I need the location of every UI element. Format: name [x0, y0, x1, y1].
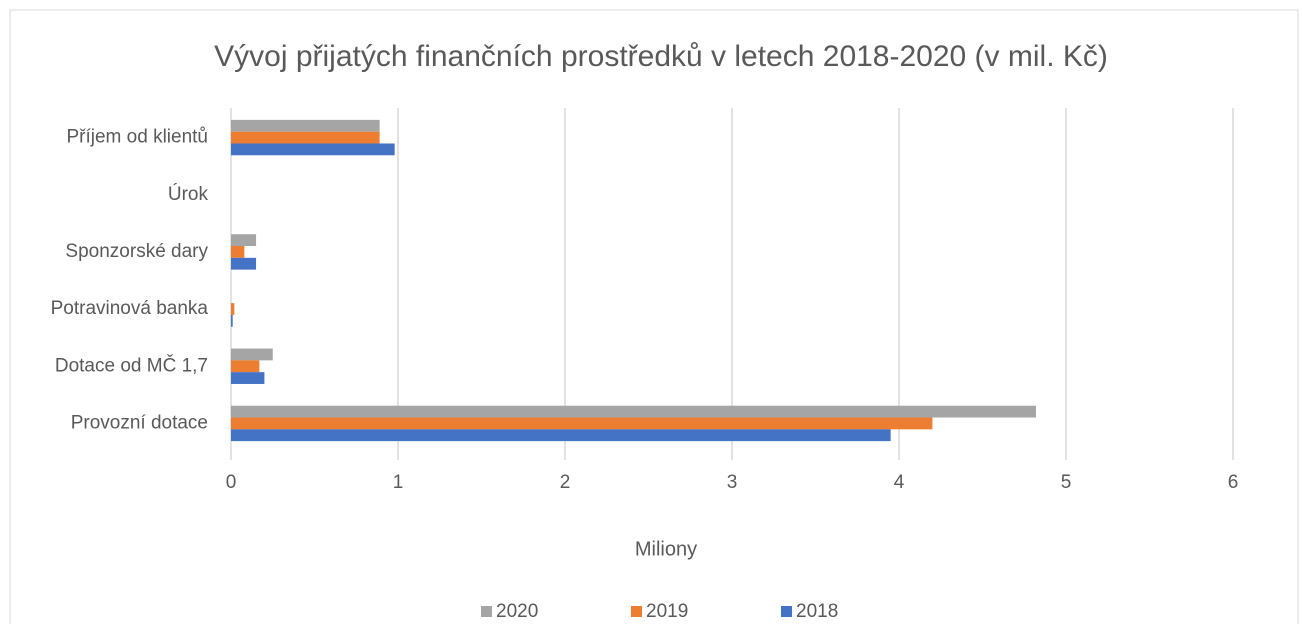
x-axis-title: Miliony [635, 538, 697, 560]
bar [231, 246, 245, 258]
x-tick-label: 0 [226, 472, 237, 493]
bar [231, 429, 891, 442]
y-tick-label: Příjem od klientů [66, 127, 208, 148]
bar [231, 131, 380, 144]
bar [231, 360, 260, 373]
y-tick-label: Sponzorské dary [65, 241, 208, 262]
legend-label: 2020 [496, 601, 538, 622]
legend-swatch [481, 606, 492, 617]
x-tick-label: 6 [1228, 472, 1239, 493]
chart-title: Vývoj přijatých finančních prostředků v … [214, 40, 1108, 73]
legend-swatch [781, 606, 792, 617]
y-tick-label: Úrok [168, 183, 209, 205]
bar [231, 405, 1036, 418]
legend-label: 2019 [646, 601, 688, 622]
y-tick-label: Dotace od MČ 1,7 [55, 354, 208, 376]
legend-swatch [631, 606, 642, 617]
x-tick-label: 1 [393, 472, 404, 493]
bar [231, 257, 257, 270]
bar [231, 119, 380, 132]
x-tick-label: 4 [894, 472, 905, 493]
x-tick-label: 5 [1061, 472, 1072, 493]
legend-label: 2018 [796, 601, 838, 622]
bar [231, 314, 233, 327]
bar [231, 372, 265, 384]
y-tick-label: Potravinová banka [51, 298, 209, 319]
x-tick-label: 3 [727, 472, 738, 493]
bar [231, 417, 933, 430]
y-tick-label: Provozní dotace [71, 412, 208, 433]
x-tick-label: 2 [560, 472, 571, 493]
bar [231, 143, 395, 156]
bar [231, 234, 257, 247]
bar [231, 348, 273, 361]
bar [231, 303, 235, 315]
chart-frame [9, 9, 1299, 629]
